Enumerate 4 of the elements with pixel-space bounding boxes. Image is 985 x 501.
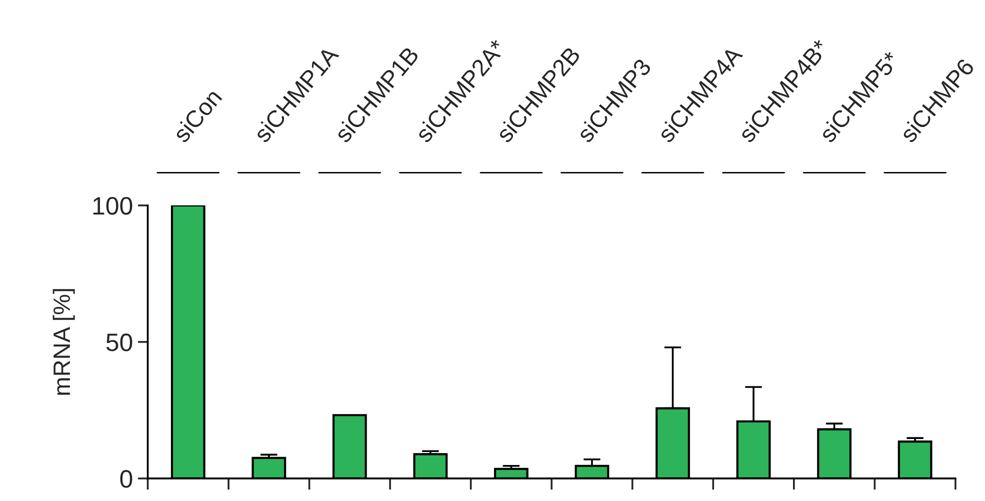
y-axis-title: mRNA [%]: [52, 289, 75, 395]
y-tick-label: 100: [93, 197, 132, 215]
y-tick-label: 0: [120, 470, 132, 488]
y-tick-label: 50: [106, 334, 132, 352]
